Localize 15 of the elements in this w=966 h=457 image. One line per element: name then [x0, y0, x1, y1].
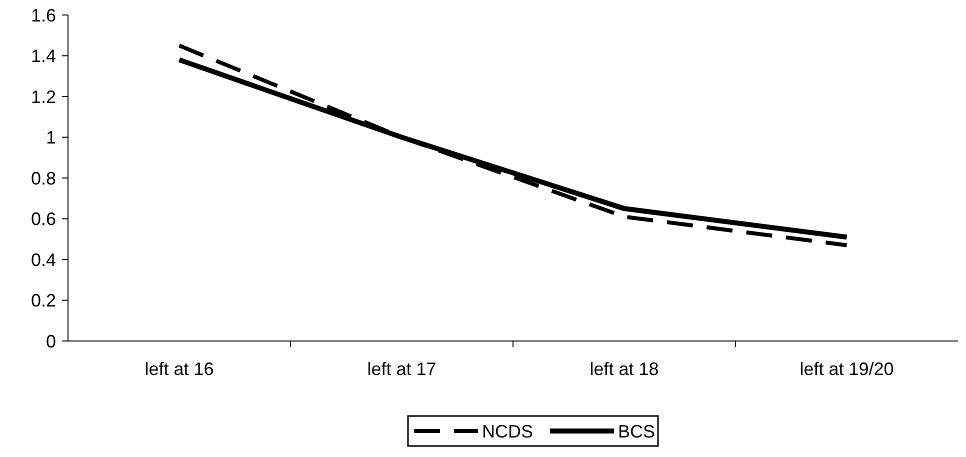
x-tick-label: left at 18 [590, 359, 659, 379]
x-tick-label: left at 17 [367, 359, 436, 379]
y-tick-label: 0.8 [30, 168, 56, 188]
y-tick-label: 0.6 [30, 209, 56, 230]
x-tick-label: left at 19/20 [800, 359, 894, 379]
y-tick-label: 0.4 [30, 250, 56, 270]
y-tick-label: 1.2 [30, 86, 56, 107]
y-tick-label: 0.2 [30, 290, 56, 311]
legend-label: NCDS [482, 421, 534, 442]
x-tick-label: left at 16 [144, 359, 214, 379]
y-tick-label: 0 [46, 331, 56, 352]
y-tick-label: 1 [46, 128, 56, 148]
y-tick-label: 1.4 [30, 46, 56, 66]
y-tick-label: 1.6 [30, 5, 56, 26]
legend-label: BCS [618, 421, 656, 442]
